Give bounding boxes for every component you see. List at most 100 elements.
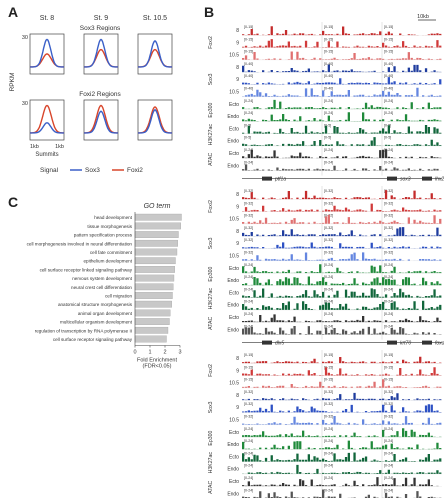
go-category-label: cell migration — [105, 294, 133, 299]
track-range-label: [0-24] — [384, 300, 393, 304]
track-row-label: 9 — [236, 204, 239, 210]
signal-track — [242, 203, 442, 212]
track-range-label: [0-24] — [324, 275, 333, 279]
track-group-label: Ep300 — [208, 430, 214, 445]
go-category-label: tissue morphogenesis — [87, 224, 132, 229]
track-range-label: [0-24] — [324, 312, 333, 316]
track-range-label: [0-15] — [324, 50, 333, 54]
track-range-label: [0-40] — [244, 62, 253, 66]
go-bar — [134, 326, 169, 334]
gene-exon-block — [422, 340, 432, 345]
panel-c-chart: GO term head development tissue morphogene… — [27, 203, 182, 370]
track-range-label: [0-32] — [244, 251, 253, 255]
track-range-label: [0-24] — [324, 287, 333, 291]
gene-name: krt70 — [400, 341, 411, 347]
track-range-label: [0-24] — [384, 439, 393, 443]
signal-track — [242, 379, 442, 388]
signal-track — [242, 242, 442, 249]
stage-label: St. 9 — [94, 15, 109, 22]
track-range-label: [0-40] — [244, 87, 253, 91]
track-range-label: [0-24] — [244, 148, 253, 152]
track-range-label: [0-32] — [384, 201, 393, 205]
track-group-label: Sox3 — [208, 73, 214, 85]
track-range-label: [0-32] — [324, 238, 333, 242]
signal-track — [242, 26, 442, 36]
profile-box — [137, 33, 173, 75]
legend-entry: Sox3 — [85, 167, 100, 174]
sox3-profile-line — [84, 110, 118, 134]
track-row-label: Ecto — [229, 454, 239, 460]
track-range-label: [0-40] — [384, 74, 393, 78]
track-group-label: ATAC — [208, 317, 214, 330]
track-range-label: [0-15] — [384, 378, 393, 382]
gene-exon-block — [422, 176, 432, 181]
track-row-label: Ecto — [229, 430, 239, 436]
track-range-label: [0-24] — [384, 464, 393, 468]
signal-track — [242, 464, 442, 474]
track-range-label: [0-40] — [324, 74, 333, 78]
track-range-label: [0-32] — [244, 402, 253, 406]
track-row-label: Ecto — [229, 126, 239, 132]
track-range-label: [0-32] — [324, 189, 333, 193]
go-category-label: multicellular organism development — [60, 320, 133, 325]
track-row-label: 10.5 — [229, 217, 239, 223]
track-range-label: [0-24] — [244, 488, 253, 492]
profile-box — [83, 99, 119, 141]
track-group-label: H3K27ac — [208, 124, 214, 146]
track-range-label: [0-24] — [384, 287, 393, 291]
signal-track — [242, 190, 442, 200]
signal-track — [242, 314, 442, 323]
signal-track — [242, 416, 442, 425]
signal-track — [242, 51, 442, 60]
go-category-label: regulation of transcription by RNA polym… — [35, 328, 132, 333]
track-row-label: Endo — [227, 467, 239, 473]
track-range-label: [0-24] — [384, 451, 393, 455]
track-group-label: Sox3 — [208, 237, 214, 249]
track-range-label: [0-32] — [244, 189, 253, 193]
go-category-label: cell morphogenesis involved in neural di… — [27, 241, 133, 246]
signal-track — [242, 137, 442, 146]
track-range-label: [0-24] — [384, 427, 393, 431]
x-tick-left: 1kb — [30, 144, 39, 150]
signal-track — [242, 477, 442, 487]
track-range-label: [0-24] — [244, 111, 253, 115]
go-term-title: GO term — [144, 203, 171, 210]
signal-track — [242, 64, 442, 73]
signal-track — [242, 300, 442, 310]
track-range-label: [0-5] — [244, 123, 251, 127]
track-range-label: [0-24] — [244, 427, 253, 431]
go-category-label: pattern specification process — [74, 233, 133, 238]
foxi2-profile-line — [84, 104, 118, 134]
go-bar — [134, 274, 175, 282]
track-range-label: [0-5] — [384, 136, 391, 140]
track-group-label: ATAC — [208, 153, 214, 166]
y-tick-label: 30 — [22, 101, 28, 107]
go-bar — [134, 318, 170, 325]
track-row-label: 10.5 — [229, 254, 239, 260]
track-row-label: Ecto — [229, 479, 239, 485]
legend-title: Signal — [40, 167, 59, 174]
track-row-label: Endo — [227, 278, 239, 284]
track-range-label: [0-5] — [324, 123, 331, 127]
track-range-label: [0-32] — [384, 214, 393, 218]
track-range-label: [0-5] — [384, 123, 391, 127]
track-row-label: Ecto — [229, 266, 239, 272]
signal-track — [242, 367, 442, 376]
go-category-label: anatomical structure morphogenesis — [58, 302, 133, 307]
track-range-label: [0-24] — [384, 111, 393, 115]
foxi2-profile-line — [138, 48, 172, 68]
track-range-label: [0-15] — [244, 37, 253, 41]
track-range-label: [0-24] — [324, 111, 333, 115]
track-range-label: [0-32] — [244, 214, 253, 218]
x-tick-label: 1 — [148, 350, 151, 356]
go-bar — [134, 309, 171, 317]
go-category-label: cell fate commitment — [90, 250, 133, 255]
track-row-label: Endo — [227, 139, 239, 145]
track-row-label: Endo — [227, 442, 239, 448]
track-range-label: [0-24] — [324, 427, 333, 431]
signal-track — [242, 392, 442, 401]
gene-exon-block — [262, 176, 272, 181]
track-range-label: [0-32] — [384, 415, 393, 419]
track-group-label: Foxi2 — [208, 200, 214, 213]
track-row-label: 10.5 — [229, 90, 239, 96]
